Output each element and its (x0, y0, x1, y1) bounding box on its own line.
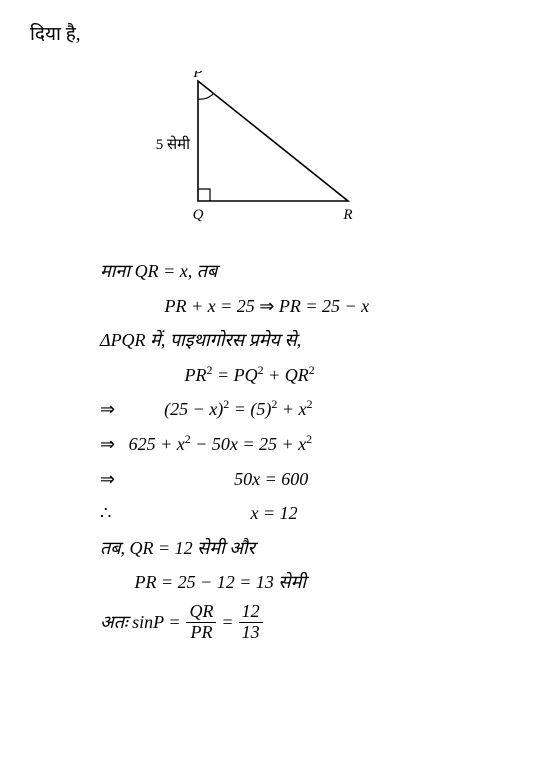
expr: 50x = 600 (234, 469, 308, 489)
step-50x: ⇒ 50x = 600 (100, 464, 505, 495)
denominator-13: 13 (239, 623, 263, 643)
rhs2: + x (282, 399, 307, 419)
expr: PR = 25 − 12 = 13 सेमी (135, 572, 307, 592)
implies-arrow: ⇒ (259, 291, 274, 322)
expr: x = 12 (250, 503, 297, 523)
step-pythagoras: PR2 = PQ2 + QR2 (100, 360, 505, 391)
sq: 2 (223, 397, 229, 411)
vertex-r-label: R (342, 207, 352, 223)
sinp-label: अतः sinP = (100, 607, 180, 638)
equals: = (222, 607, 232, 638)
heading: दिया है, (30, 20, 505, 46)
step-pythagoras-intro: ΔPQR में, पाइथागोरस प्रमेय से, (100, 325, 505, 356)
sq: 2 (306, 432, 312, 446)
step-expand: ⇒ 625 + x2 − 50x = 25 + x2 (100, 429, 505, 460)
triangle-diagram: P Q R 5 सेमी (30, 71, 505, 231)
vertex-q-label: Q (192, 207, 203, 223)
denominator-pr: PR (186, 623, 216, 643)
numerator-12: 12 (239, 602, 263, 623)
rhs1: = (5) (234, 399, 272, 419)
sq: 2 (271, 397, 277, 411)
eq: = PQ (217, 365, 258, 385)
step-pr-value: PR = 25 − 12 = 13 सेमी (100, 567, 505, 598)
numerator-qr: QR (186, 602, 216, 623)
part1: 625 + x (129, 434, 185, 454)
step-substitute: ⇒ (25 − x)2 = (5)2 + x2 (100, 394, 505, 425)
expr: PR + x = 25 (165, 296, 255, 316)
implies-arrow: ⇒ (100, 464, 115, 495)
expr: PR = 25 − x (279, 296, 369, 316)
step-pr-plus-x: PR + x = 25 ⇒ PR = 25 − x (100, 291, 505, 322)
vertex-p-label: P (192, 71, 202, 81)
sq: 2 (307, 397, 313, 411)
implies-arrow: ⇒ (100, 394, 115, 425)
step-assume: माना QR = x, तब (100, 256, 505, 287)
part2: − 50x = 25 + x (195, 434, 306, 454)
therefore-symbol: ∴ (100, 498, 111, 529)
side-pq-label: 5 सेमी (155, 135, 190, 153)
step-qr-value: तब, QR = 12 सेमी और (100, 533, 505, 564)
fraction-12-13: 12 13 (239, 602, 263, 643)
fraction-qr-pr: QR PR (186, 602, 216, 643)
step-sinp: अतः sinP = QR PR = 12 13 (100, 602, 505, 643)
sq: 2 (185, 432, 191, 446)
sq: 2 (258, 363, 264, 377)
pr: PR (185, 365, 207, 385)
lhs: (25 − x) (164, 399, 223, 419)
step-x-value: ∴ x = 12 (100, 498, 505, 529)
triangle-svg: P Q R 5 सेमी (138, 71, 398, 226)
sq: 2 (309, 363, 315, 377)
plus-qr: + QR (268, 365, 309, 385)
sq: 2 (207, 363, 213, 377)
implies-arrow: ⇒ (100, 429, 115, 460)
